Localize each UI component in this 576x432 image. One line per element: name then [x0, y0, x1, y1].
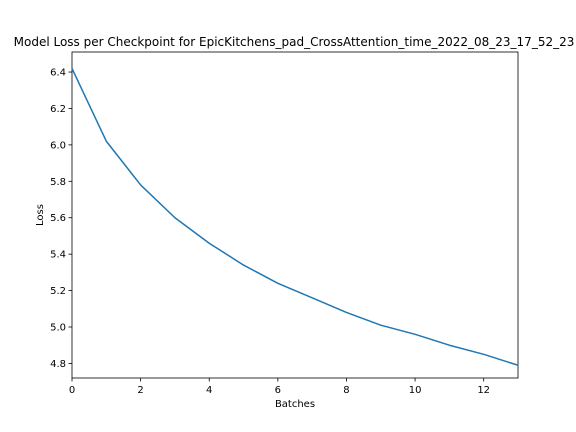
- y-axis: 4.8 5.0 5.2 5.4 5.6 5.8 6.0 6.2 6.4: [50, 68, 72, 370]
- x-tick-label: 12: [477, 385, 490, 396]
- plot-area-border: [71, 51, 519, 379]
- x-tick-label: 0: [69, 385, 75, 396]
- series-layer: [71, 68, 519, 366]
- y-tick-label: 5.2: [50, 286, 66, 297]
- x-axis-label: Batches: [275, 399, 315, 410]
- x-axis: 0 2 4 6 8 10 12: [69, 378, 490, 396]
- y-tick-label: 5.8: [50, 177, 66, 188]
- y-tick-label: 6.2: [50, 104, 66, 115]
- y-tick-label: 6.4: [50, 68, 66, 79]
- x-tick-label: 2: [137, 385, 143, 396]
- y-tick-label: 5.0: [50, 323, 66, 334]
- y-axis-label: Loss: [35, 204, 46, 226]
- x-tick-label: 8: [343, 385, 349, 396]
- chart-title: Model Loss per Checkpoint for EpicKitche…: [14, 35, 575, 49]
- x-tick-label: 10: [409, 385, 422, 396]
- y-tick-label: 4.8: [50, 359, 66, 370]
- y-tick-label: 5.4: [50, 250, 66, 261]
- x-tick-label: 6: [275, 385, 281, 396]
- plot-area: [71, 51, 519, 379]
- x-tick-label: 4: [206, 385, 212, 396]
- loss-series-line: [71, 68, 519, 366]
- y-tick-label: 6.0: [50, 140, 66, 151]
- y-tick-label: 5.6: [50, 213, 66, 224]
